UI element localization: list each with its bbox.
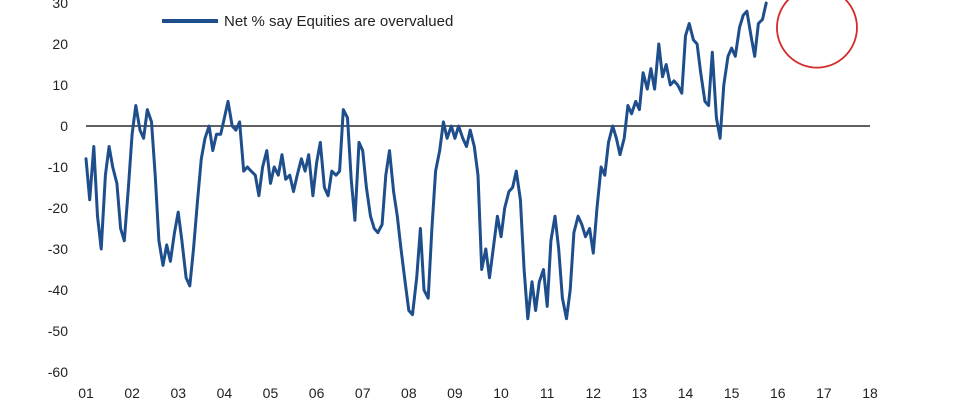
x-tick-label: 11	[540, 385, 555, 400]
x-axis-tick-labels: 01 02 03 04 05 06 07 08 09 10 11 12 13 14 15 16 17 18	[78, 385, 878, 400]
legend-label: Net % say Equities are overvalued	[224, 13, 453, 30]
x-tick-label: 18	[862, 385, 878, 400]
x-tick-label: 15	[724, 385, 740, 400]
x-tick-label: 09	[447, 385, 463, 400]
series-line	[84, 1, 768, 321]
legend: Net % say Equities are overvalued	[162, 13, 453, 30]
y-tick-label: 0	[60, 118, 68, 134]
y-tick-label: -20	[48, 200, 68, 216]
highlight-circle	[776, 0, 858, 69]
x-tick-label: 03	[170, 385, 186, 400]
x-tick-label: 14	[678, 385, 694, 400]
x-tick-label: 04	[217, 385, 233, 400]
x-tick-label: 07	[355, 385, 371, 400]
y-tick-label: -50	[48, 323, 68, 339]
y-tick-label: -60	[48, 364, 68, 380]
x-tick-label: 12	[586, 385, 602, 400]
y-axis-tick-labels: 30 20 10 0 -10 -20 -30 -40 -50 -60	[48, 0, 68, 380]
x-tick-label: 05	[263, 385, 279, 400]
y-tick-label: -10	[48, 159, 68, 175]
x-tick-label: 13	[632, 385, 648, 400]
x-tick-label: 01	[78, 385, 94, 400]
x-tick-label: 02	[124, 385, 140, 400]
x-tick-label: 08	[401, 385, 417, 400]
x-tick-label: 06	[309, 385, 325, 400]
x-tick-label: 16	[770, 385, 786, 400]
y-tick-label: 10	[52, 77, 68, 93]
x-tick-label: 17	[816, 385, 832, 400]
y-tick-label: 20	[52, 36, 68, 52]
y-tick-label: -40	[48, 282, 68, 298]
x-tick-label: 10	[493, 385, 509, 400]
y-tick-label: -30	[48, 241, 68, 257]
y-tick-label: 30	[52, 0, 68, 11]
